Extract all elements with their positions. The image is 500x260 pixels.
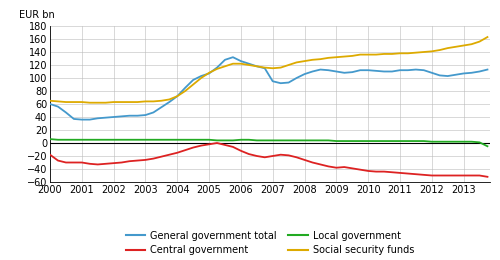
Text: EUR bn: EUR bn — [19, 10, 55, 20]
Legend: General government total, Central government, Local government, Social security : General government total, Central govern… — [126, 231, 414, 255]
